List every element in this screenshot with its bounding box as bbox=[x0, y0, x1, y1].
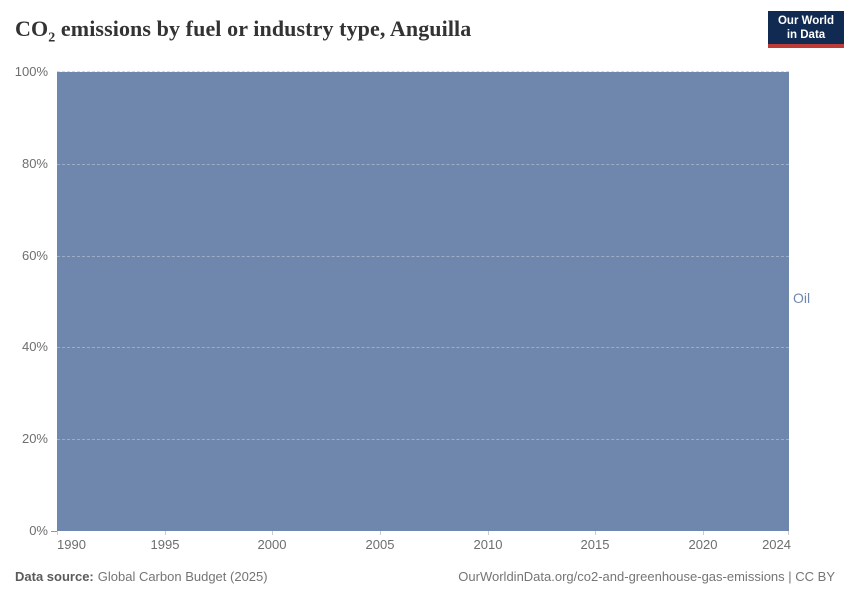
x-axis-label-2024: 2024 bbox=[762, 537, 791, 552]
x-axis-tick-1995 bbox=[165, 531, 166, 535]
x-axis-label-2010: 2010 bbox=[473, 537, 503, 552]
x-axis-tick-2024 bbox=[788, 531, 789, 535]
gridline-100 bbox=[57, 71, 789, 72]
title-prefix: CO bbox=[15, 16, 49, 41]
x-axis-tick-2020 bbox=[703, 531, 704, 535]
data-source-value: Global Carbon Budget (2025) bbox=[97, 569, 268, 584]
y-axis-zero-tick bbox=[51, 531, 57, 532]
stacked-area-oil[interactable] bbox=[57, 72, 789, 531]
title-rest: emissions by fuel or industry type, Angu… bbox=[55, 16, 472, 41]
owid-logo[interactable]: Our World in Data bbox=[768, 11, 844, 48]
x-axis-label-1990: 1990 bbox=[57, 537, 86, 552]
gridline-40 bbox=[57, 347, 789, 349]
x-axis-tick-1990 bbox=[57, 531, 58, 535]
y-axis-label-100: 100% bbox=[14, 64, 48, 79]
x-axis-label-2000: 2000 bbox=[257, 537, 287, 552]
x-axis-tick-2005 bbox=[380, 531, 381, 535]
y-axis-label-40: 40% bbox=[21, 339, 48, 354]
x-axis-tick-2010 bbox=[488, 531, 489, 535]
x-axis-label-2020: 2020 bbox=[688, 537, 718, 552]
title-subscript: 2 bbox=[48, 30, 56, 46]
y-axis-label-0: 0% bbox=[29, 523, 48, 538]
gridline-80 bbox=[57, 163, 789, 165]
owid-logo-line1: Our World bbox=[777, 15, 834, 27]
x-axis-label-2005: 2005 bbox=[365, 537, 395, 552]
owid-credit-link[interactable]: OurWorldinData.org/co2-and-greenhouse-ga… bbox=[458, 569, 835, 584]
series-label-oil: Oil bbox=[793, 290, 811, 306]
gridline-60 bbox=[57, 255, 789, 257]
chart-footer: Data source: Global Carbon Budget (2025) … bbox=[15, 569, 835, 584]
x-axis-tick-2015 bbox=[595, 531, 596, 535]
x-axis-tick-2000 bbox=[272, 531, 273, 535]
page-title: CO2 emissions by fuel or industry type, … bbox=[15, 16, 471, 46]
x-axis-label-1995: 1995 bbox=[150, 537, 180, 552]
y-axis-label-80: 80% bbox=[21, 156, 48, 171]
owid-logo-line2: in Data bbox=[786, 28, 826, 41]
data-source-note: Data source: Global Carbon Budget (2025) bbox=[15, 569, 268, 584]
data-source-label: Data source: bbox=[15, 569, 94, 584]
y-axis-label-20: 20% bbox=[21, 431, 48, 446]
gridline-20 bbox=[57, 439, 789, 441]
y-axis-label-60: 60% bbox=[21, 248, 48, 263]
x-axis-label-2015: 2015 bbox=[580, 537, 610, 552]
